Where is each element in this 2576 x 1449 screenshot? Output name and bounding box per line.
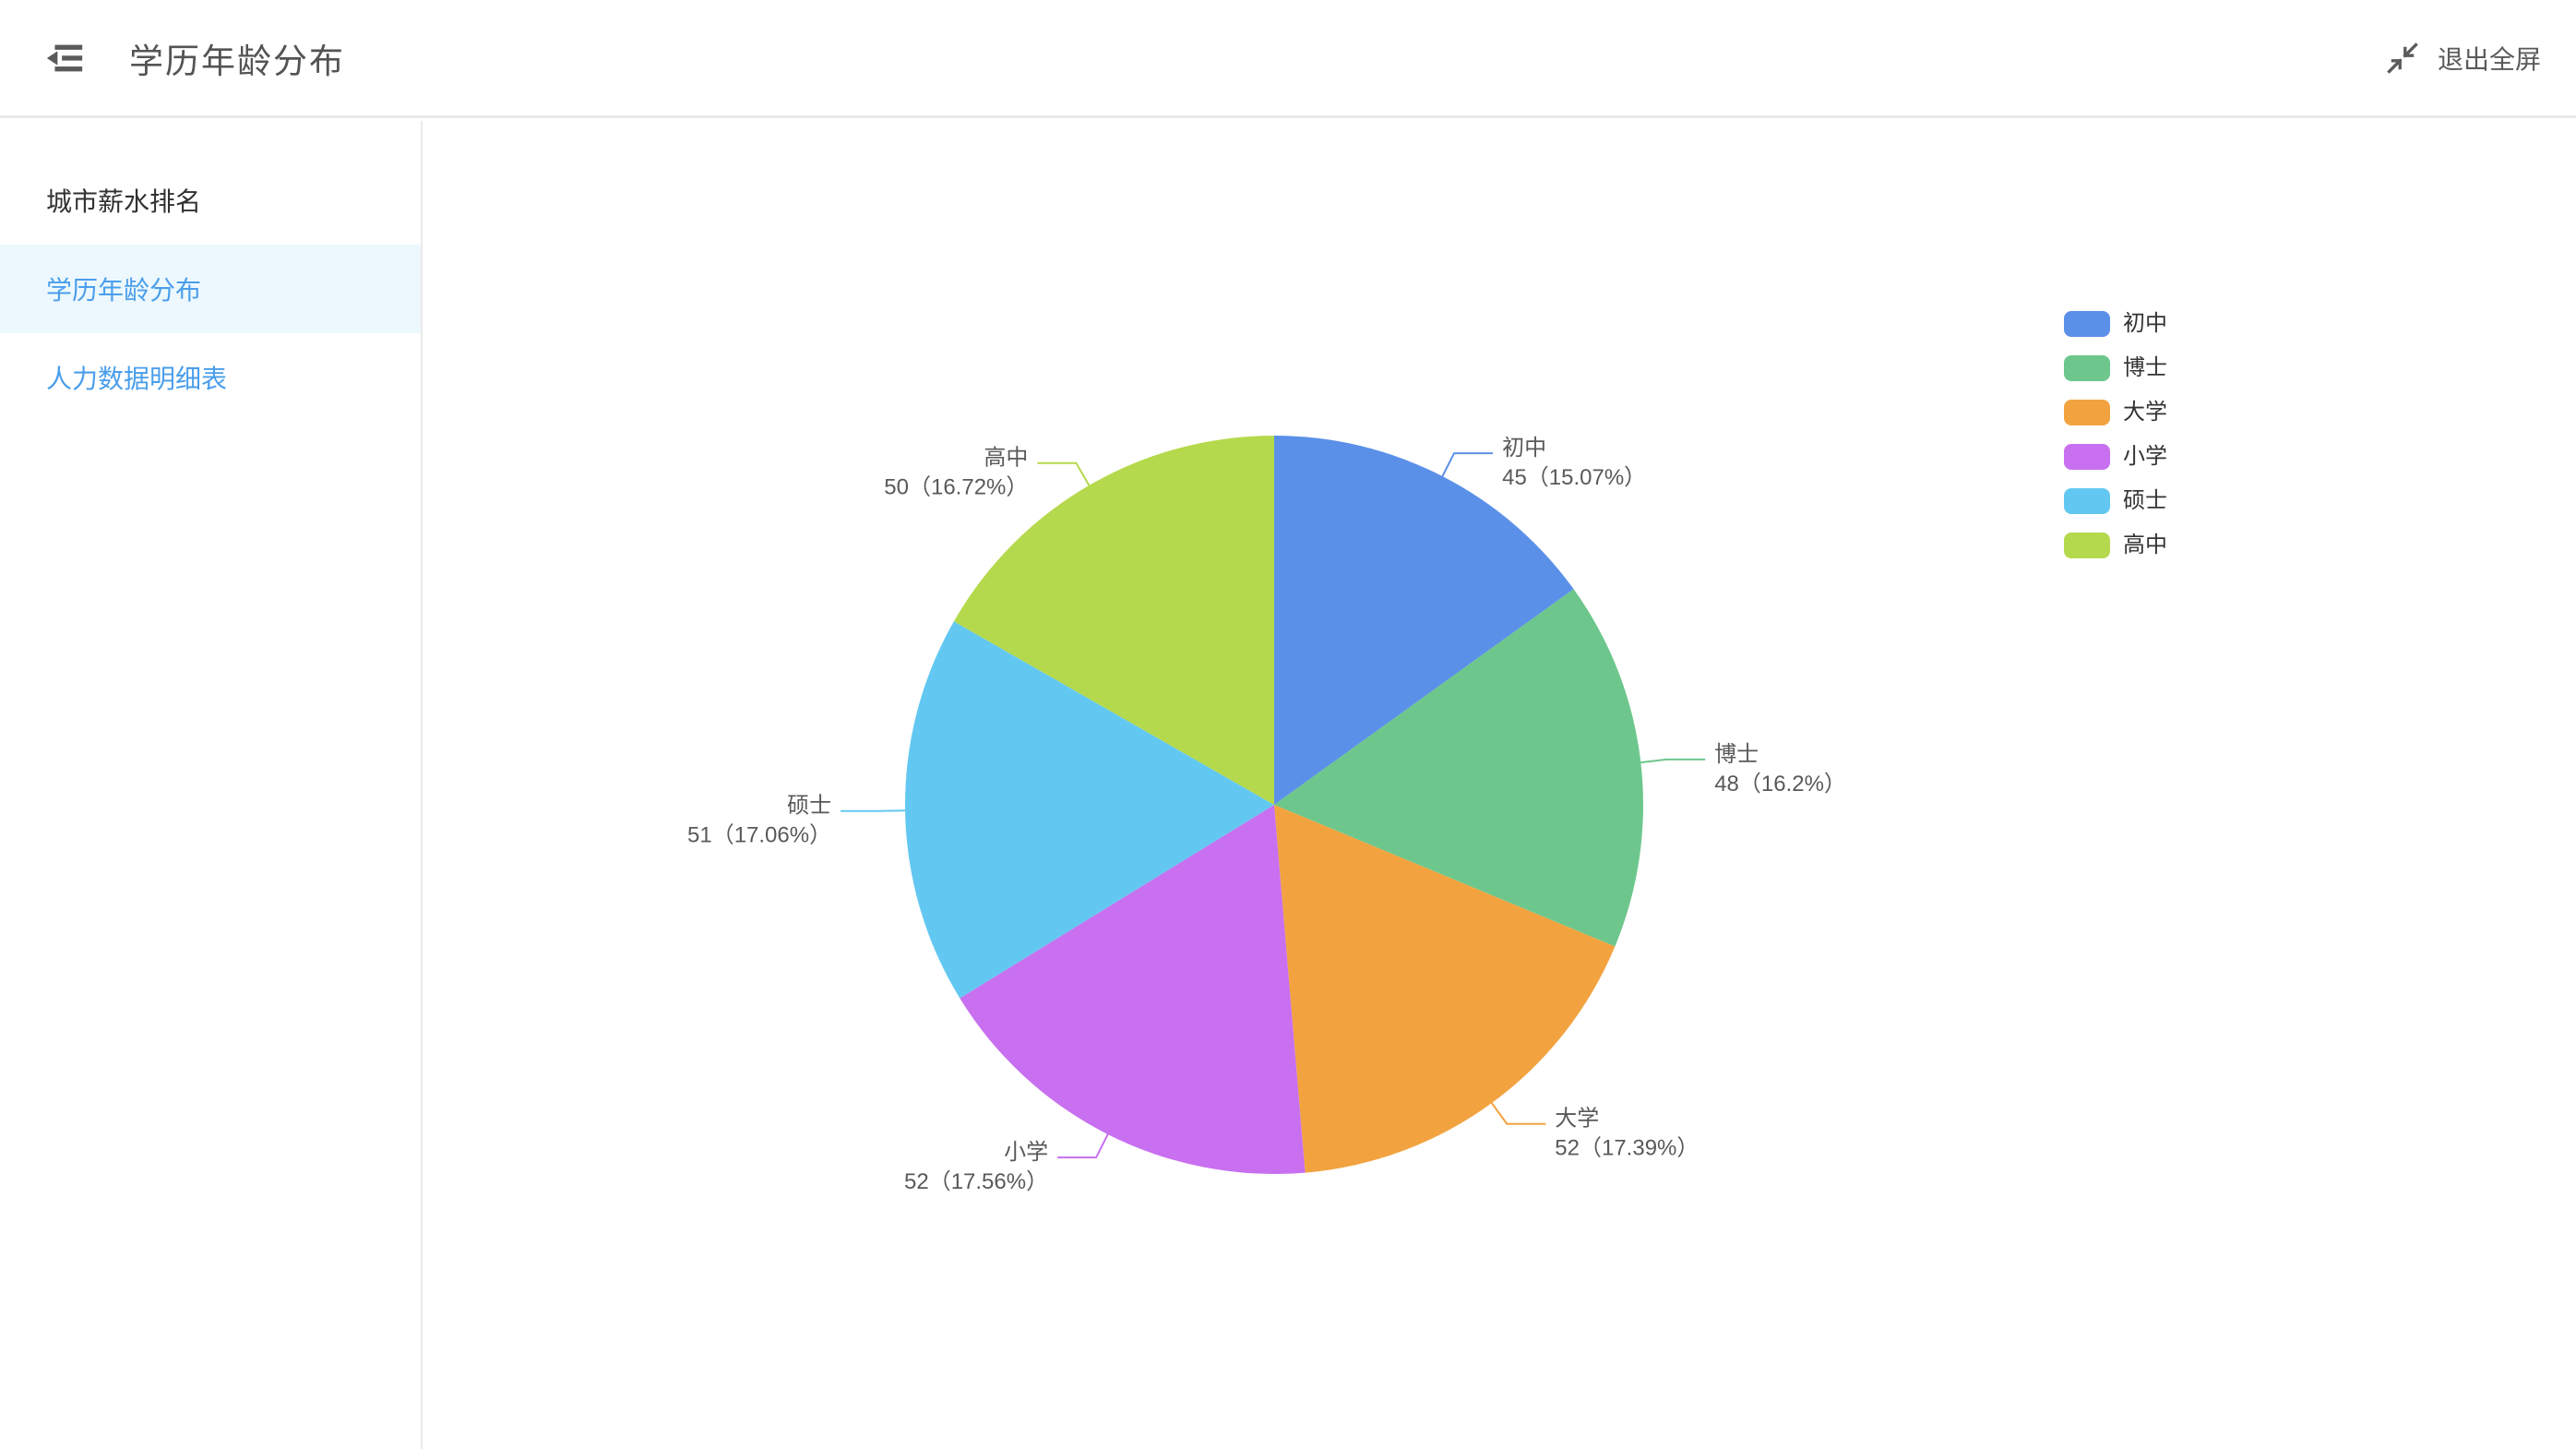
pie-slice-2[interactable] — [1274, 805, 1616, 1173]
pie-slice-3[interactable] — [960, 805, 1306, 1175]
exit-fullscreen-label: 退出全屏 — [2437, 44, 2541, 74]
pie-slice-5[interactable] — [953, 436, 1274, 805]
pie-slice-4[interactable] — [904, 621, 1274, 999]
sidebar-item-1[interactable]: 学历年龄分布 — [0, 245, 421, 333]
sidebar-collapse-button[interactable] — [39, 32, 90, 84]
legend-label: 高中 — [2123, 533, 2167, 557]
legend-swatch — [2064, 533, 2110, 558]
exit-fullscreen-button[interactable]: 退出全屏 — [2384, 40, 2541, 77]
pie-chart: 初中 45（15.07%） 博士 48（16.2%） 大学 52（17.39%） 小学 52（… — [687, 436, 1846, 1194]
pie-label-value: 48（16.2%） — [1714, 772, 1846, 796]
pie-label-name: 初中 — [1502, 436, 1546, 461]
pie-slice-0[interactable] — [1274, 436, 1574, 805]
legend-swatch — [2064, 444, 2110, 470]
pie-label-value: 52（17.56%） — [904, 1169, 1048, 1194]
legend-swatch — [2064, 400, 2110, 425]
chart-area: 初中 45（15.07%） 博士 48（16.2%） 大学 52（17.39%） 小学 52（… — [424, 121, 2576, 1449]
sidebar-item-label: 学历年龄分布 — [46, 276, 202, 305]
legend-item-1[interactable]: 博士 — [2064, 355, 2167, 381]
legend-label: 博士 — [2123, 355, 2167, 380]
pie-label-value: 50（16.72%） — [884, 475, 1028, 500]
legend-label: 大学 — [2123, 400, 2167, 425]
legend-swatch — [2064, 488, 2110, 514]
pie-label-name: 大学 — [1555, 1107, 1599, 1132]
pie-label-value: 51（17.06%） — [687, 823, 831, 848]
pie-label-name: 博士 — [1714, 742, 1759, 767]
legend-label: 初中 — [2123, 311, 2167, 336]
legend-item-3[interactable]: 小学 — [2064, 444, 2167, 470]
legend-item-2[interactable]: 大学 — [2064, 400, 2167, 425]
exit-fullscreen-icon — [2387, 42, 2418, 74]
hamburger-icon — [46, 44, 83, 71]
pie-label-line — [1057, 1133, 1109, 1159]
legend-swatch — [2064, 355, 2110, 381]
pie-label-line — [1640, 758, 1706, 764]
sidebar: 城市薪水排名 学历年龄分布 人力数据明细表 — [0, 121, 423, 1449]
pie-label-value: 52（17.39%） — [1555, 1136, 1699, 1161]
legend-item-5[interactable]: 高中 — [2064, 533, 2167, 558]
pie-slice-1[interactable] — [1274, 589, 1644, 947]
legend-label: 硕士 — [2123, 488, 2167, 513]
pie-label-name: 小学 — [1004, 1140, 1048, 1165]
legend-swatch — [2064, 311, 2110, 337]
pie-label-value: 45（15.07%） — [1502, 465, 1646, 490]
sidebar-item-label: 城市薪水排名 — [46, 187, 202, 216]
pie-label-line — [1441, 452, 1494, 477]
pie-label-line — [1037, 461, 1091, 486]
sidebar-menu: 城市薪水排名 学历年龄分布 人力数据明细表 — [0, 156, 421, 422]
pie-label-name: 高中 — [984, 446, 1028, 471]
page-title: 学历年龄分布 — [129, 42, 345, 80]
sidebar-item-2[interactable]: 人力数据明细表 — [0, 333, 421, 422]
top-navbar: 学历年龄分布 退出全屏 — [0, 0, 2576, 118]
pie-label-name: 硕士 — [787, 794, 831, 819]
legend-item-4[interactable]: 硕士 — [2064, 488, 2167, 514]
legend-item-0[interactable]: 初中 — [2064, 311, 2167, 337]
sidebar-item-label: 人力数据明细表 — [46, 365, 228, 393]
pie-label-line — [1490, 1102, 1546, 1125]
legend-label: 小学 — [2123, 444, 2167, 469]
chart-legend: 初中博士大学小学硕士高中 — [2064, 311, 2167, 558]
sidebar-item-0[interactable]: 城市薪水排名 — [0, 156, 421, 245]
